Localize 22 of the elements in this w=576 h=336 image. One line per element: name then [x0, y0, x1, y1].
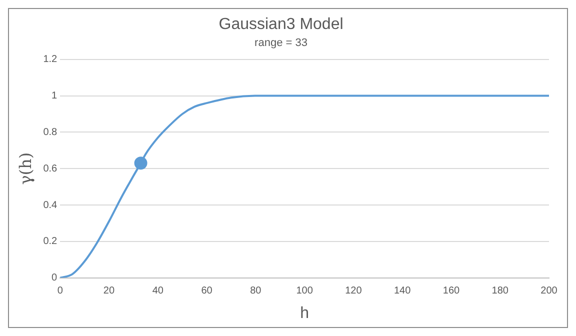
x-tick-label: 80 — [250, 286, 262, 297]
y-tick-label: 1 — [52, 90, 58, 102]
chart-subtitle: range = 33 — [254, 36, 308, 49]
x-tick-label: 200 — [540, 286, 558, 297]
y-tick-label: 0.2 — [43, 236, 58, 248]
x-tick-label: 40 — [152, 286, 164, 297]
x-tick-label: 100 — [296, 286, 314, 297]
x-tick-label: 160 — [442, 286, 460, 297]
chart-title: Gaussian3 Model — [218, 16, 344, 34]
y-axis-title: γ(h) — [16, 152, 35, 185]
x-tick-label: 120 — [345, 286, 362, 297]
y-tick-label: 0.4 — [43, 200, 58, 211]
y-tick-label: 0 — [52, 272, 58, 284]
x-tick-label: 180 — [492, 286, 509, 297]
y-tick-label: 1.2 — [43, 54, 58, 66]
y-tick-label: 0.8 — [43, 126, 58, 138]
line-series — [60, 94, 549, 278]
x-tick-label: 60 — [201, 286, 213, 297]
x-tick-label: 20 — [103, 286, 115, 297]
x-tick-label: 140 — [394, 286, 412, 297]
x-axis-title: h — [300, 304, 310, 322]
y-tick-label: 0.6 — [43, 163, 58, 174]
